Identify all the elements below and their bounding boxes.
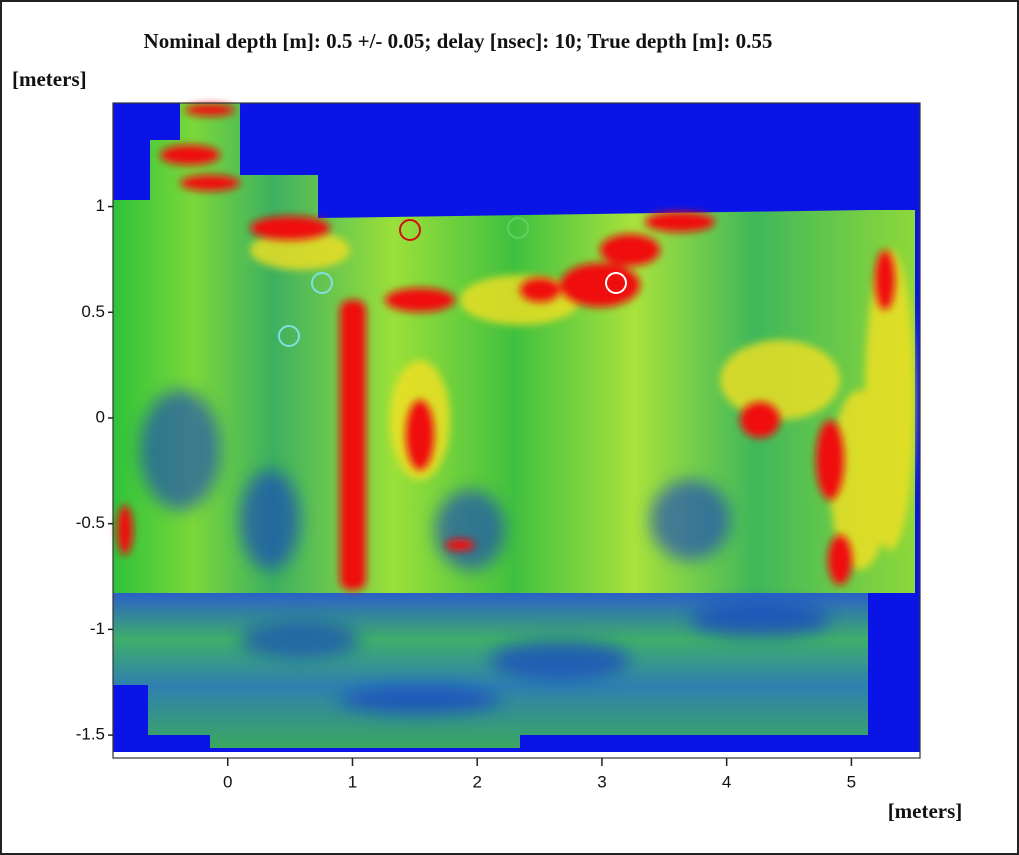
y-tick-label: -1.5 <box>76 725 105 744</box>
y-tick-label: 0 <box>96 407 105 426</box>
y-tick-label: -1 <box>90 619 105 638</box>
heatmap-image <box>113 103 920 752</box>
x-tick-label: 2 <box>472 772 481 791</box>
y-tick-label: -0.5 <box>76 513 105 532</box>
x-tick-label: 3 <box>597 772 606 791</box>
x-tick-label: 5 <box>847 772 856 791</box>
plot-frame <box>112 102 921 759</box>
x-tick-label: 4 <box>722 772 731 791</box>
chart-title: Nominal depth [m]: 0.5 +/- 0.05; delay [… <box>144 29 773 53</box>
x-tick-label: 1 <box>348 772 357 791</box>
y-tick-label: 0.5 <box>81 302 105 321</box>
x-tick-label: 0 <box>223 772 232 791</box>
x-axis-label: [meters] <box>888 799 963 823</box>
y-axis-label: [meters] <box>12 67 87 91</box>
y-tick-label: 1 <box>96 196 105 215</box>
